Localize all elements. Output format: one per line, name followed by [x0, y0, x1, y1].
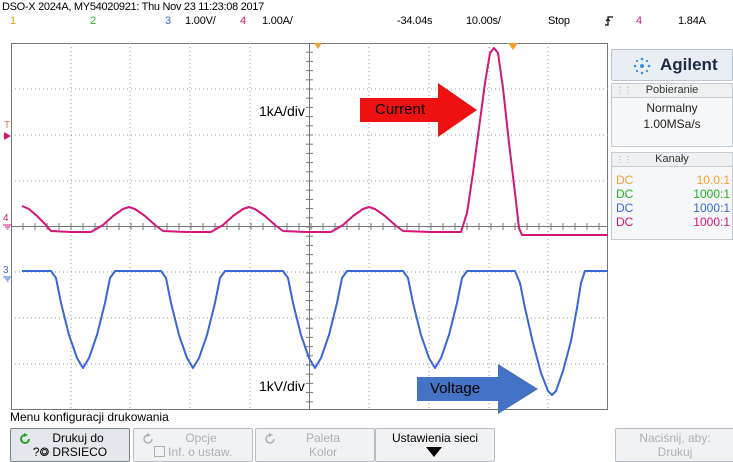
channel-3-ground-icon — [3, 276, 12, 282]
channel-4-ground-icon — [3, 224, 12, 230]
network-settings-button[interactable]: Ustawienia sieci — [375, 428, 495, 462]
press-to-value: Drukuj — [657, 445, 693, 459]
channel-4-ground-marker[interactable]: 4 — [3, 213, 9, 224]
menu-title: Menu konfiguracji drukowania — [10, 410, 169, 424]
grip-icon: ⋮⋮ — [616, 155, 632, 164]
voltage-arrow-icon — [417, 364, 538, 414]
channels-panel[interactable]: ⋮⋮ Kanały DC 10.0:1 DC 1000:1 DC 1000:1 DC 10… — [611, 152, 733, 240]
current-arrow-icon — [360, 83, 477, 137]
network-settings-label: Ustawienia sieci — [391, 431, 479, 445]
brand-logo: Agilent — [611, 49, 733, 81]
options-label: Opcje — [185, 431, 217, 445]
current-scale-label: 1kA/div — [259, 103, 305, 119]
print-to-value: DRSIECO — [52, 445, 108, 459]
network-icon: ?⭗ — [32, 445, 50, 459]
time-offset: -34.04s — [397, 15, 433, 27]
voltage-waveform — [22, 270, 608, 396]
voltage-scale-label: 1kV/div — [259, 378, 305, 394]
palette-button[interactable]: Paleta Kolor — [255, 428, 375, 462]
softkey-bar: Drukuj do ?⭗ DRSIECO Opcje Inf. o ustaw.… — [0, 425, 733, 462]
acquisition-header: Pobieranie — [645, 84, 699, 96]
channel-2-label[interactable]: 2 — [90, 15, 96, 27]
channel-row-1[interactable]: DC 10.0:1 — [616, 173, 730, 187]
channels-header: Kanały — [655, 153, 689, 165]
agilent-spark-icon — [633, 57, 651, 75]
palette-label: Paleta — [305, 431, 341, 445]
print-to-button[interactable]: Drukuj do ?⭗ DRSIECO — [10, 428, 130, 462]
voltage-annotation: Voltage — [430, 380, 481, 397]
channel-3-label[interactable]: 3 — [165, 15, 171, 27]
channel-row-4[interactable]: DC 1000:1 — [616, 215, 730, 229]
brand-name: Agilent — [660, 55, 718, 74]
trigger-edge-icon — [604, 15, 614, 30]
rotate-icon — [143, 433, 153, 444]
status-bar: 1 2 3 1.00V/ 4 1.00A/ -34.04s 10.00s/ St… — [0, 14, 733, 30]
press-to-label: Naciśnij, aby: — [639, 431, 711, 445]
press-to-print-button[interactable]: Naciśnij, aby: Drukuj — [615, 428, 733, 462]
channel-4-label[interactable]: 4 — [240, 15, 246, 27]
trigger-channel: 4 — [636, 15, 642, 27]
print-to-label: Drukuj do — [52, 431, 104, 445]
run-state: Stop — [548, 15, 570, 27]
trigger-level: 1.84A — [678, 15, 706, 27]
rotate-icon — [20, 433, 30, 444]
trigger-position-icon — [314, 43, 322, 49]
checkbox-icon[interactable] — [153, 446, 165, 457]
right-panel: Agilent ⋮⋮ Pobieranie Normalny 1.00MSa/s … — [608, 45, 733, 410]
channel-3-ground-marker[interactable]: 3 — [3, 265, 9, 276]
acquisition-panel[interactable]: ⋮⋮ Pobieranie Normalny 1.00MSa/s — [611, 83, 733, 147]
channel-row-2[interactable]: DC 1000:1 — [616, 187, 730, 201]
trigger-marker[interactable]: T — [4, 120, 11, 131]
delay-marker-icon — [508, 43, 518, 50]
window-title: DSO-X 2024A, MY54020921: Thu Nov 23 11:2… — [2, 1, 264, 13]
sample-rate: 1.00MSa/s — [643, 117, 701, 131]
arrow-down-icon — [426, 447, 442, 457]
channel-3-scale: 1.00V/ — [185, 15, 216, 27]
acquisition-mode: Normalny — [646, 101, 698, 115]
trigger-pointer-icon — [4, 132, 11, 140]
channel-4-scale: 1.00A/ — [262, 15, 293, 27]
current-waveform — [21, 47, 608, 236]
channel-1-label[interactable]: 1 — [10, 15, 16, 27]
channel-row-3[interactable]: DC 1000:1 — [616, 201, 730, 215]
grip-icon: ⋮⋮ — [616, 86, 632, 95]
current-annotation: Current — [375, 101, 426, 118]
palette-value: Kolor — [308, 445, 337, 459]
waveform-grid — [11, 43, 608, 410]
waveform-display[interactable]: 1kA/div 1kV/div Current Voltage — [11, 43, 608, 414]
time-scale: 10.00s/ — [466, 15, 501, 27]
options-button[interactable]: Opcje Inf. o ustaw. — [133, 428, 253, 462]
options-value: Inf. o ustaw. — [168, 445, 233, 459]
rotate-icon — [265, 433, 275, 444]
